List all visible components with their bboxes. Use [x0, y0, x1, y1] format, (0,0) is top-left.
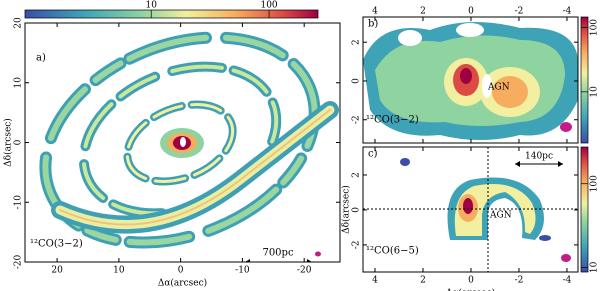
- blob: [539, 235, 551, 241]
- x-tick-label: 10: [113, 266, 125, 276]
- agn-label: AGN: [489, 211, 512, 221]
- colorbar: [580, 16, 589, 144]
- map-a: [39, 31, 339, 262]
- colorbar-tick-label: 100: [260, 1, 277, 11]
- scale-label: 700pc: [262, 248, 293, 259]
- x-tick-label: 2: [420, 7, 426, 17]
- x-axis-label: Δα(arcsec): [446, 288, 495, 291]
- colorbar-tick-label: 10: [590, 261, 600, 273]
- y-tick-label: 10: [14, 77, 24, 89]
- y-tick-label: 20: [14, 17, 24, 29]
- beam: [561, 254, 571, 262]
- colorbar-tick-label: 10: [590, 86, 600, 98]
- y-tick-label: 2: [352, 39, 362, 45]
- south-arm-core: [59, 109, 331, 226]
- x-tick-label: 0: [468, 276, 474, 286]
- line-label: ¹²CO(6−5): [366, 246, 419, 257]
- central-hole: [482, 74, 492, 98]
- y-axis-label: Δδ(arcsec): [3, 118, 14, 167]
- x-tick-label: 4: [372, 276, 378, 286]
- x-tick-label: -2: [515, 276, 524, 286]
- east-lobe-core: [492, 76, 528, 108]
- inner-arm-core: [125, 103, 235, 183]
- x-tick-label: -4: [563, 7, 572, 17]
- beam: [560, 122, 572, 132]
- scale-arrows: [515, 161, 563, 167]
- y-tick-label: 0: [352, 78, 362, 84]
- panel-label: c): [368, 149, 378, 160]
- colorbar: [580, 146, 589, 273]
- y-tick-label: 0: [14, 139, 24, 145]
- x-tick-label: -20: [297, 266, 312, 276]
- y-tick-label: -10: [14, 195, 24, 210]
- y-axis-label: Δδ(arcsec): [341, 185, 352, 234]
- panel-label: b): [368, 19, 378, 30]
- peak: [463, 198, 473, 214]
- x-tick-label: 0: [178, 266, 184, 276]
- x-tick-label: 4: [372, 7, 378, 17]
- hole: [398, 30, 422, 46]
- arc: [454, 184, 536, 236]
- x-tick-label: -10: [235, 266, 250, 276]
- panel-label: a): [36, 53, 46, 64]
- y-tick-label: -2: [352, 115, 362, 124]
- colorbar-tick-label: 100: [590, 19, 600, 36]
- x-axis-label: Δα(arcsec): [158, 278, 207, 289]
- x-tick-label: 2: [420, 276, 426, 286]
- beam: [315, 251, 321, 257]
- scale-label: 140pc: [525, 152, 553, 162]
- line-label: ¹²CO(3−2): [366, 115, 419, 126]
- west-peak: [460, 68, 472, 84]
- y-tick-label: 0: [352, 207, 362, 213]
- outer-arm-inner: [42, 34, 318, 246]
- map-b: [363, 21, 578, 140]
- y-tick-label: -20: [14, 254, 24, 269]
- x-tick-label: 20: [51, 266, 63, 276]
- agn-label: AGN: [487, 83, 510, 93]
- x-tick-label: 0: [468, 7, 474, 17]
- line-label: ¹²CO(3−2): [30, 239, 83, 250]
- y-tick-label: 2: [352, 172, 362, 178]
- x-tick-label: -2: [515, 7, 524, 17]
- colorbar: [24, 9, 319, 19]
- spiral-arms: [39, 31, 339, 249]
- hole: [456, 23, 484, 37]
- colorbar-tick-label: 100: [590, 175, 600, 192]
- colorbar-tick-label: 10: [145, 1, 157, 11]
- nucleus-hole: [180, 137, 186, 147]
- y-tick-label: -2: [352, 241, 362, 250]
- blob: [400, 158, 410, 166]
- x-tick-label: -4: [563, 276, 572, 286]
- map-c: [363, 147, 578, 272]
